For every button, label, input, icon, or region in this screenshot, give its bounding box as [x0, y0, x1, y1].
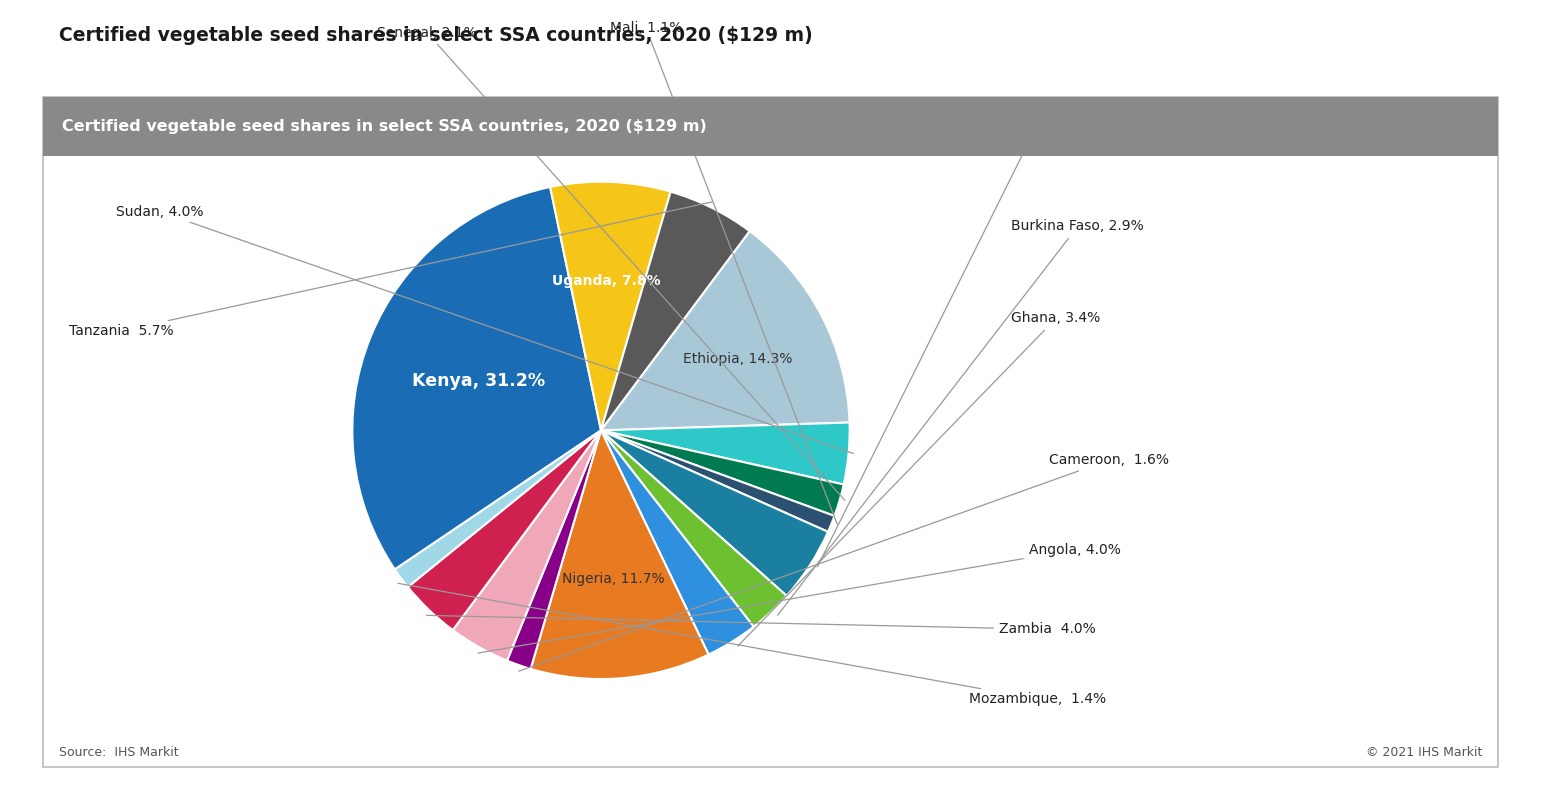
- Wedge shape: [601, 430, 754, 654]
- Wedge shape: [353, 187, 601, 569]
- Text: Mali, 1.1%: Mali, 1.1%: [610, 21, 837, 524]
- Text: Cote d'Ivoire, 4.9%: Cote d'Ivoire, 4.9%: [817, 112, 1106, 567]
- Text: Certified vegetable seed shares in select SSA countries, 2020 ($129 m): Certified vegetable seed shares in selec…: [62, 120, 706, 134]
- Wedge shape: [601, 430, 786, 626]
- Wedge shape: [550, 182, 670, 430]
- Text: Ghana, 3.4%: Ghana, 3.4%: [738, 312, 1100, 646]
- Text: Angola, 4.0%: Angola, 4.0%: [478, 543, 1120, 653]
- Wedge shape: [530, 430, 709, 679]
- Wedge shape: [453, 430, 601, 661]
- Text: Zambia  4.0%: Zambia 4.0%: [427, 615, 1096, 636]
- Wedge shape: [601, 231, 849, 430]
- Text: © 2021 IHS Markit: © 2021 IHS Markit: [1365, 746, 1482, 759]
- Wedge shape: [394, 430, 601, 587]
- Text: Kenya, 31.2%: Kenya, 31.2%: [413, 371, 546, 390]
- Text: Cameroon,  1.6%: Cameroon, 1.6%: [519, 453, 1168, 671]
- Text: Sudan, 4.0%: Sudan, 4.0%: [116, 205, 854, 453]
- Text: Source:  IHS Markit: Source: IHS Markit: [59, 746, 179, 759]
- Text: Burkina Faso, 2.9%: Burkina Faso, 2.9%: [778, 219, 1143, 615]
- Wedge shape: [601, 422, 849, 485]
- Wedge shape: [601, 430, 828, 596]
- Text: Tanzania  5.7%: Tanzania 5.7%: [69, 202, 712, 338]
- Wedge shape: [507, 430, 601, 669]
- Text: Mozambique,  1.4%: Mozambique, 1.4%: [398, 583, 1106, 706]
- Text: Ethiopia, 14.3%: Ethiopia, 14.3%: [683, 352, 792, 366]
- Text: Senegal, 2.1%: Senegal, 2.1%: [378, 26, 844, 501]
- Wedge shape: [601, 430, 835, 532]
- Wedge shape: [601, 191, 750, 430]
- Wedge shape: [601, 430, 843, 516]
- Text: Certified vegetable seed shares in select SSA countries, 2020 ($129 m): Certified vegetable seed shares in selec…: [59, 26, 812, 45]
- Text: Nigeria, 11.7%: Nigeria, 11.7%: [561, 572, 664, 586]
- Wedge shape: [408, 430, 601, 630]
- Text: Uganda, 7.8%: Uganda, 7.8%: [553, 274, 661, 289]
